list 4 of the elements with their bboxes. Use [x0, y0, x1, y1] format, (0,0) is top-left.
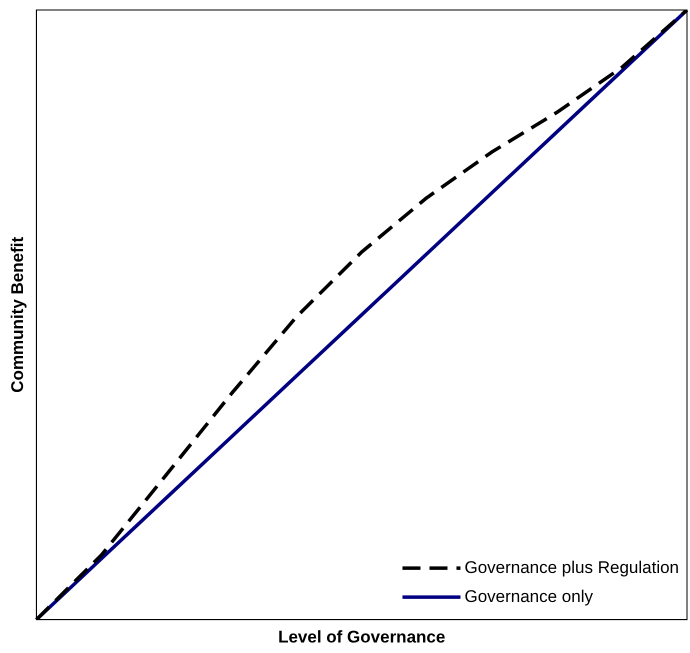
- y-axis-title: Community Benefit: [8, 236, 27, 393]
- x-axis-title: Level of Governance: [278, 627, 446, 646]
- legend-label: Governance only: [464, 586, 594, 606]
- legend-label: Governance plus Regulation: [464, 558, 680, 577]
